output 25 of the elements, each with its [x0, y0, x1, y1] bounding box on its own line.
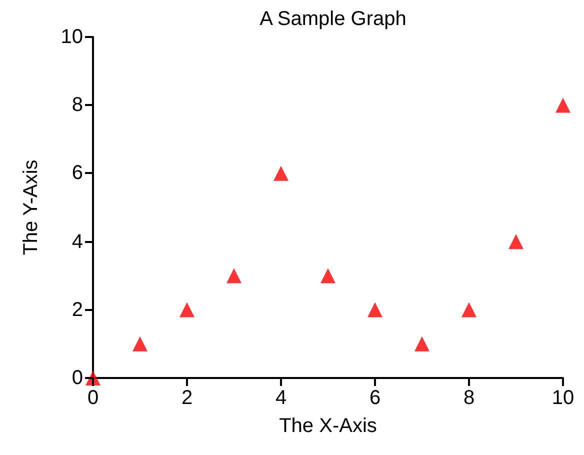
- y-tick-label: 6: [72, 162, 83, 184]
- point: [180, 302, 194, 318]
- chart-title: A Sample Graph: [260, 8, 406, 30]
- y-tick-label: 2: [70, 298, 83, 321]
- point: [556, 98, 570, 113]
- point: [226, 268, 242, 284]
- point: [508, 234, 524, 250]
- y-axis-title: The Y-Axis: [20, 160, 42, 256]
- x-tick-label: 0: [87, 387, 99, 409]
- y-tick-label: 8: [70, 94, 83, 116]
- point: [414, 336, 430, 352]
- point: [320, 268, 336, 284]
- y-tick-label: 10: [60, 26, 83, 48]
- y-tick-label: 4: [72, 230, 83, 253]
- point: [368, 302, 382, 318]
- point: [462, 302, 476, 318]
- x-tick-label: 2: [180, 387, 194, 409]
- x-tick-label: 4: [274, 387, 288, 409]
- y-tick-label: 0: [70, 367, 83, 389]
- x-tick-label: 6: [368, 387, 382, 409]
- point: [132, 336, 148, 352]
- point: [274, 166, 288, 181]
- x-tick-label: 10: [550, 387, 576, 409]
- x-tick-label: 8: [462, 387, 476, 409]
- x-axis-title: The X-Axis: [279, 415, 377, 437]
